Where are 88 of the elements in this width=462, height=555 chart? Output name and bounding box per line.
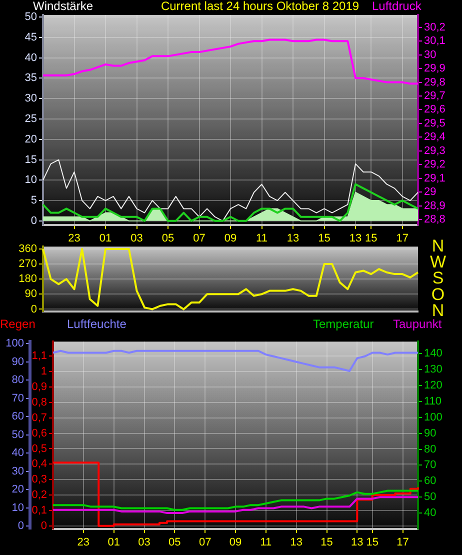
x-tick-label: 15 <box>320 536 333 549</box>
y2-tick-label: 130 <box>424 364 442 376</box>
y-tick-label: 0,4 <box>32 458 47 470</box>
x-tick-label: 17 <box>396 536 409 549</box>
series-label: Luftfeuchte <box>67 317 126 331</box>
y2-tick-label: 70 <box>424 459 436 472</box>
y-tick-label: 40 <box>24 52 37 64</box>
x-tick-label: 03 <box>138 536 150 549</box>
y-tick-label: 0,5 <box>32 442 47 455</box>
x-tick-label: 11 <box>256 232 268 245</box>
y2-tick-label: 120 <box>424 379 442 392</box>
y-tick-label: 90 <box>24 288 37 300</box>
y2-tick-label: 110 <box>424 395 442 408</box>
y-tick-label: 0 <box>40 520 47 532</box>
y3-tick-label: 100 <box>6 338 24 350</box>
y2-axis-title: Luftdruck <box>372 0 422 13</box>
y2-tick-label: 29,6 <box>424 104 446 116</box>
y2-tick-label: 29,7 <box>424 90 446 102</box>
x-tick-label: 15 <box>366 536 378 549</box>
y-axis-title: Windstärke <box>33 0 94 13</box>
x-tick-label: 15 <box>318 232 330 245</box>
y-tick-label: 45 <box>24 31 37 44</box>
y2-tick-label: 29,9 <box>424 62 446 75</box>
x-tick-label: 15 <box>365 232 378 245</box>
y2-tick-label: 29,8 <box>424 76 446 88</box>
y-tick-label: 35 <box>24 72 37 84</box>
text: Temperatur <box>313 317 374 331</box>
y-tick-label: 0,7 <box>32 412 47 424</box>
y2-tick-label: 40 <box>424 507 436 520</box>
x-tick-label: 07 <box>198 536 212 549</box>
y-tick-label: 5 <box>30 194 37 207</box>
y-tick-label: 0,8 <box>32 396 47 408</box>
x-tick-label: 23 <box>77 536 90 549</box>
y-tick-label: 180 <box>18 273 37 286</box>
y-tick-label: 0,3 <box>32 474 47 486</box>
y-tick-label: 15 <box>24 154 37 166</box>
y-tick-label: 50 <box>24 11 37 24</box>
y-tick-label: 10 <box>24 174 37 186</box>
y2-tick-label: 29,1 <box>424 172 446 184</box>
y2-tick-label: 30,1 <box>424 35 446 48</box>
y2-tick-label: 100 <box>424 411 442 424</box>
y-tick-label: 30 <box>24 92 37 105</box>
y2-tick-label: 29 <box>424 186 436 198</box>
x-tick-label: 07 <box>193 232 206 245</box>
y2-tick-label: 30 <box>424 48 436 61</box>
y2-tick-label: 140 <box>424 348 442 360</box>
text: Regen <box>0 317 36 331</box>
x-tick-label: 23 <box>68 232 80 245</box>
y2-tick-label: 29,4 <box>424 131 446 144</box>
x-tick-label: 13 <box>290 536 302 549</box>
y-tick-label: 0,6 <box>32 427 47 440</box>
x-tick-label: 01 <box>108 536 120 549</box>
y2-tick-label: 80 <box>424 443 436 456</box>
y3-tick-label: 60 <box>12 410 24 423</box>
y2-tick-label: 29,2 <box>424 158 446 171</box>
x-tick-label: 05 <box>162 232 174 245</box>
y-tick-label: 1,1 <box>32 350 47 362</box>
y3-tick-label: 70 <box>12 392 24 404</box>
y-tick-label: 1 <box>40 366 47 378</box>
y-tick-label: 0,2 <box>32 489 47 502</box>
x-tick-label: 01 <box>99 232 112 245</box>
y2-tick-label: 60 <box>424 475 436 488</box>
x-tick-label: 09 <box>224 232 237 245</box>
y-tick-label: 0,1 <box>32 504 47 517</box>
y2-tick-label: 50 <box>424 491 436 504</box>
y2-tick-label: 90 <box>424 427 436 440</box>
chart-title: Current last 24 hours Oktober 8 2019 <box>160 0 360 13</box>
y-tick-label: 0 <box>30 303 37 316</box>
y3-tick-label: 80 <box>12 374 24 386</box>
x-tick-label: 11 <box>260 536 272 549</box>
x-tick-label: 13 <box>286 232 300 245</box>
y2-tick-label: 28,8 <box>424 214 446 226</box>
y2-tick-label: 29,3 <box>424 144 446 157</box>
x-tick-label: 03 <box>130 232 143 245</box>
y-tick-label: 0,9 <box>32 381 47 394</box>
y2-tick-label: 30,2 <box>424 21 446 34</box>
x-tick-label: 13 <box>349 232 362 245</box>
y-tick-label: 270 <box>18 258 37 270</box>
y2-tick-label: 29,5 <box>424 117 446 130</box>
y-tick-label: 360 <box>18 242 37 255</box>
y-tick-label: 0 <box>30 214 37 227</box>
y-tick-label: 25 <box>24 113 37 126</box>
y2-tick-label: 28,9 <box>424 200 446 212</box>
x-tick-label: 05 <box>168 536 181 549</box>
y-tick-label: 20 <box>24 133 37 146</box>
x-tick-label: 17 <box>396 232 408 245</box>
x-tick-label: 13 <box>351 536 364 549</box>
x-tick-label: 09 <box>229 536 242 549</box>
